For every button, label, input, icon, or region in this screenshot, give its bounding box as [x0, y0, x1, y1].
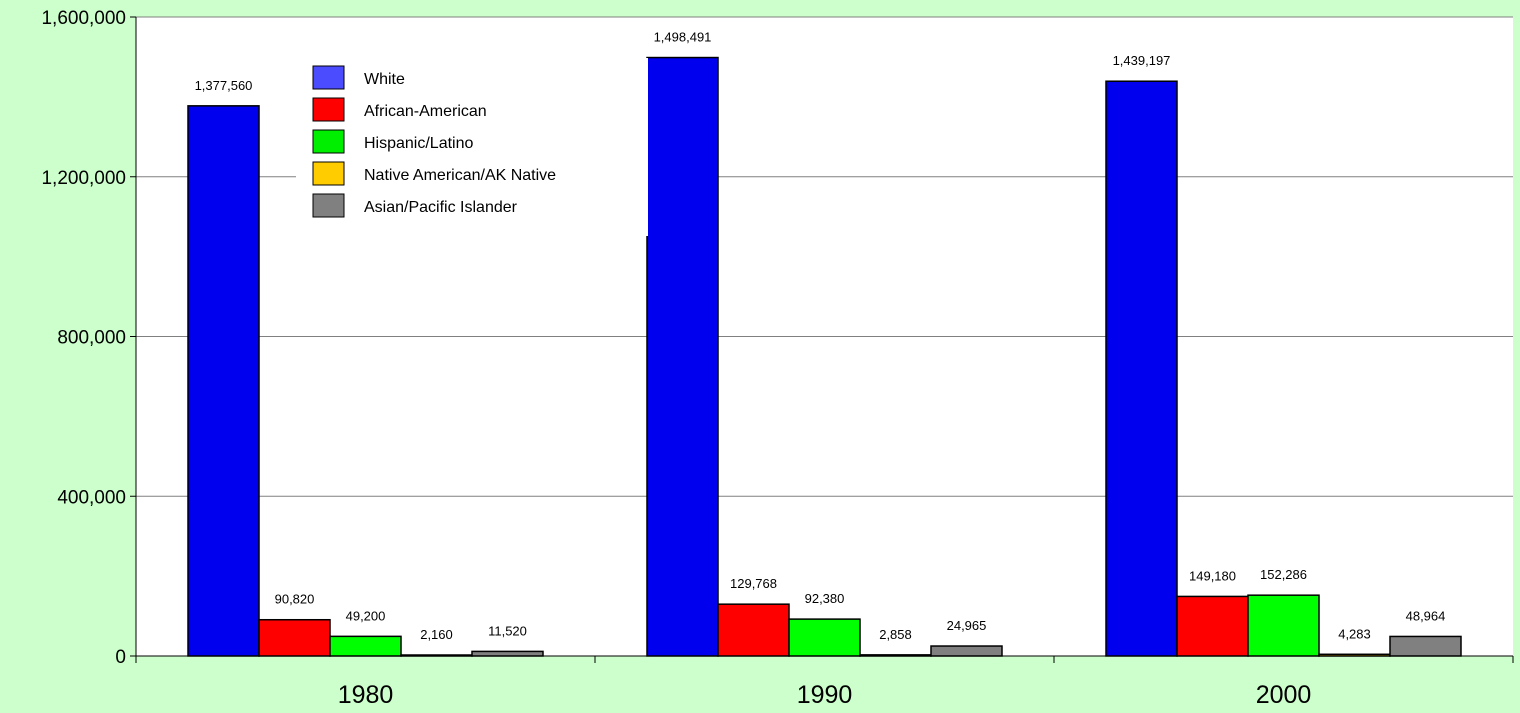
- bar: [646, 56, 719, 657]
- bars: [187, 56, 1462, 657]
- legend: White African-American Hispanic/Latino Nati…: [296, 58, 648, 236]
- bar: [258, 618, 331, 657]
- axes: [130, 16, 1514, 663]
- y-tick-label: 800,000: [57, 328, 126, 349]
- legend-swatch: [312, 97, 345, 122]
- bar: [788, 618, 861, 657]
- bar: [717, 603, 790, 657]
- bar: [930, 645, 1003, 657]
- y-tick-label: 0: [115, 647, 126, 668]
- data-label: 1,439,197: [1113, 53, 1171, 68]
- data-label: 129,768: [730, 576, 777, 591]
- x-tick-label: 1990: [797, 681, 853, 709]
- bar: [187, 105, 260, 657]
- data-label: 4,283: [1338, 626, 1371, 641]
- x-tick-labels: 1980 1990 2000: [338, 681, 1312, 709]
- data-label: 92,380: [805, 591, 845, 606]
- legend-swatch: [312, 193, 345, 218]
- legend-label: African-American: [364, 103, 487, 120]
- bar: [1105, 80, 1178, 657]
- bar: [1176, 595, 1249, 657]
- legend-label: Native American/AK Native: [364, 167, 556, 184]
- data-label: 152,286: [1260, 567, 1307, 582]
- data-label: 90,820: [275, 592, 315, 607]
- legend-background: [296, 58, 648, 236]
- data-label: 2,858: [879, 627, 912, 642]
- data-label: 1,498,491: [654, 30, 712, 45]
- legend-swatch: [312, 65, 345, 90]
- data-label: 49,200: [346, 608, 386, 623]
- bar: [471, 650, 544, 657]
- data-label: 1,377,560: [195, 78, 253, 93]
- data-label: 48,964: [1406, 608, 1446, 623]
- data-labels: 1,377,560 90,820 49,200 2,160 11,520 1,498,49…: [195, 30, 1446, 643]
- y-tick-label: 1,600,000: [41, 8, 126, 29]
- legend-label: White: [364, 71, 405, 88]
- y-tick-label: 1,200,000: [41, 168, 126, 189]
- legend-swatch: [312, 129, 345, 154]
- data-label: 2,160: [420, 627, 453, 642]
- x-tick-label: 2000: [1256, 681, 1312, 709]
- bar: [329, 635, 402, 657]
- gridlines: [136, 16, 1513, 497]
- bar: [1247, 594, 1320, 657]
- legend-swatch: [312, 161, 345, 186]
- legend-label: Hispanic/Latino: [364, 135, 474, 152]
- data-label: 24,965: [947, 618, 987, 633]
- y-tick-label: 400,000: [57, 487, 126, 508]
- bar: [1389, 635, 1462, 657]
- legend-label: Asian/Pacific Islander: [364, 199, 518, 216]
- y-tick-labels: 0 400,000 800,000 1,200,000 1,600,000: [41, 8, 126, 668]
- x-tick-label: 1980: [338, 681, 394, 709]
- data-label: 149,180: [1189, 568, 1236, 583]
- data-label: 11,520: [488, 623, 527, 638]
